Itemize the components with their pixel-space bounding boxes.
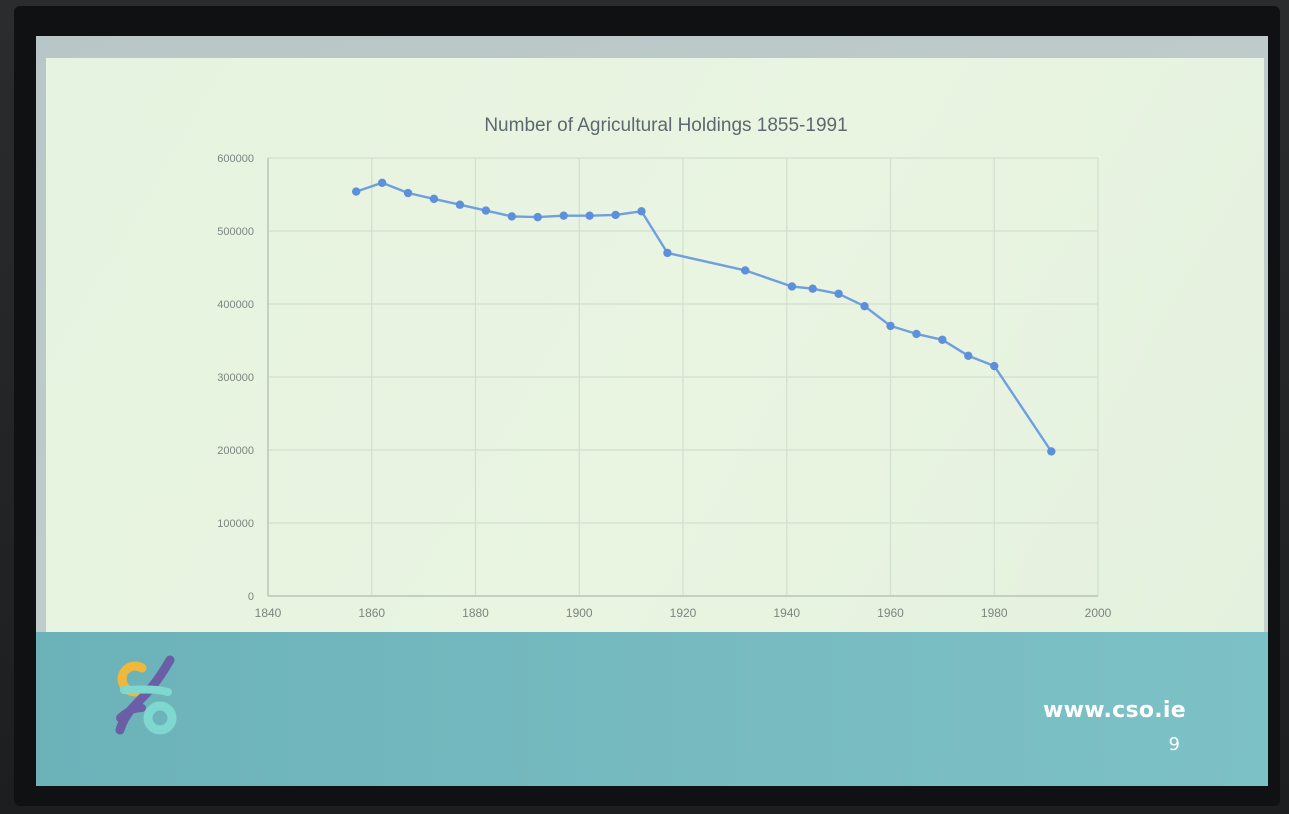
y-axis-tick-labels: 0 100000 200000 300000 400000 500000 600000 (217, 153, 254, 603)
data-point-1941 (787, 282, 797, 291)
x-axis-tick-labels: 1840 1860 1880 1900 1920 1940 1960 1980 2000 (255, 606, 1112, 620)
website-url: www.cso.ie (1043, 698, 1186, 723)
data-point-1960 (886, 321, 895, 331)
slide-footer-band: www.cso.ie 9 (36, 632, 1268, 786)
data-point-1877 (455, 200, 465, 209)
data-point-1932 (741, 266, 750, 275)
data-point-1867 (403, 188, 413, 198)
data-point-1917 (663, 248, 672, 258)
chart-title: Number of Agricultural Holdings 1855-199… (484, 115, 847, 136)
y-tick-label-600000: 600000 (217, 153, 254, 165)
data-point-1975 (964, 351, 973, 361)
data-point-1991 (1047, 447, 1056, 456)
data-point-1897 (559, 211, 568, 220)
data-point-1872 (429, 194, 439, 204)
data-point-1955 (860, 301, 869, 311)
presentation-slide: Number of Agricultural Holdings 1855-199… (36, 36, 1268, 786)
x-tick-label-2000: 2000 (1085, 606, 1112, 620)
x-tick-label-1880: 1880 (462, 606, 489, 620)
data-point-1912 (637, 207, 646, 216)
data-point-1970 (938, 335, 947, 344)
x-tick-label-1860: 1860 (358, 606, 385, 620)
data-point-1882 (481, 206, 491, 215)
x-tick-label-1960: 1960 (877, 606, 904, 620)
data-point-1950 (834, 289, 843, 298)
x-tick-label-1840: 1840 (255, 606, 282, 620)
x-tick-label-1920: 1920 (670, 606, 697, 620)
y-tick-label-0: 0 (248, 591, 254, 603)
y-tick-label-300000: 300000 (217, 372, 254, 384)
slide-content-area: Number of Agricultural Holdings 1855-199… (46, 58, 1264, 632)
line-chart: Number of Agricultural Holdings 1855-199… (217, 115, 1112, 620)
y-tick-label-100000: 100000 (217, 518, 254, 530)
y-tick-label-400000: 400000 (217, 299, 254, 311)
data-point-1887 (507, 212, 517, 221)
y-tick-label-500000: 500000 (217, 226, 254, 238)
data-point-1892 (533, 212, 542, 222)
data-point-1857 (351, 187, 361, 196)
chart-axes (267, 158, 1098, 597)
data-point-1907 (611, 210, 620, 220)
data-point-1902 (585, 211, 594, 220)
data-series (351, 178, 1056, 456)
y-tick-label-200000: 200000 (217, 445, 254, 457)
series-line (355, 181, 1053, 453)
slide-page-number: 9 (1168, 734, 1180, 755)
data-point-1965 (912, 329, 921, 339)
data-point-1980 (990, 361, 999, 371)
x-tick-label-1940: 1940 (773, 606, 800, 620)
x-tick-label-1900: 1900 (566, 606, 593, 620)
data-point-1945 (808, 284, 817, 293)
cso-logo-icon (115, 655, 177, 735)
chart-gridlines (267, 157, 1099, 597)
x-tick-label-1980: 1980 (981, 606, 1008, 620)
data-point-1862 (377, 178, 387, 188)
